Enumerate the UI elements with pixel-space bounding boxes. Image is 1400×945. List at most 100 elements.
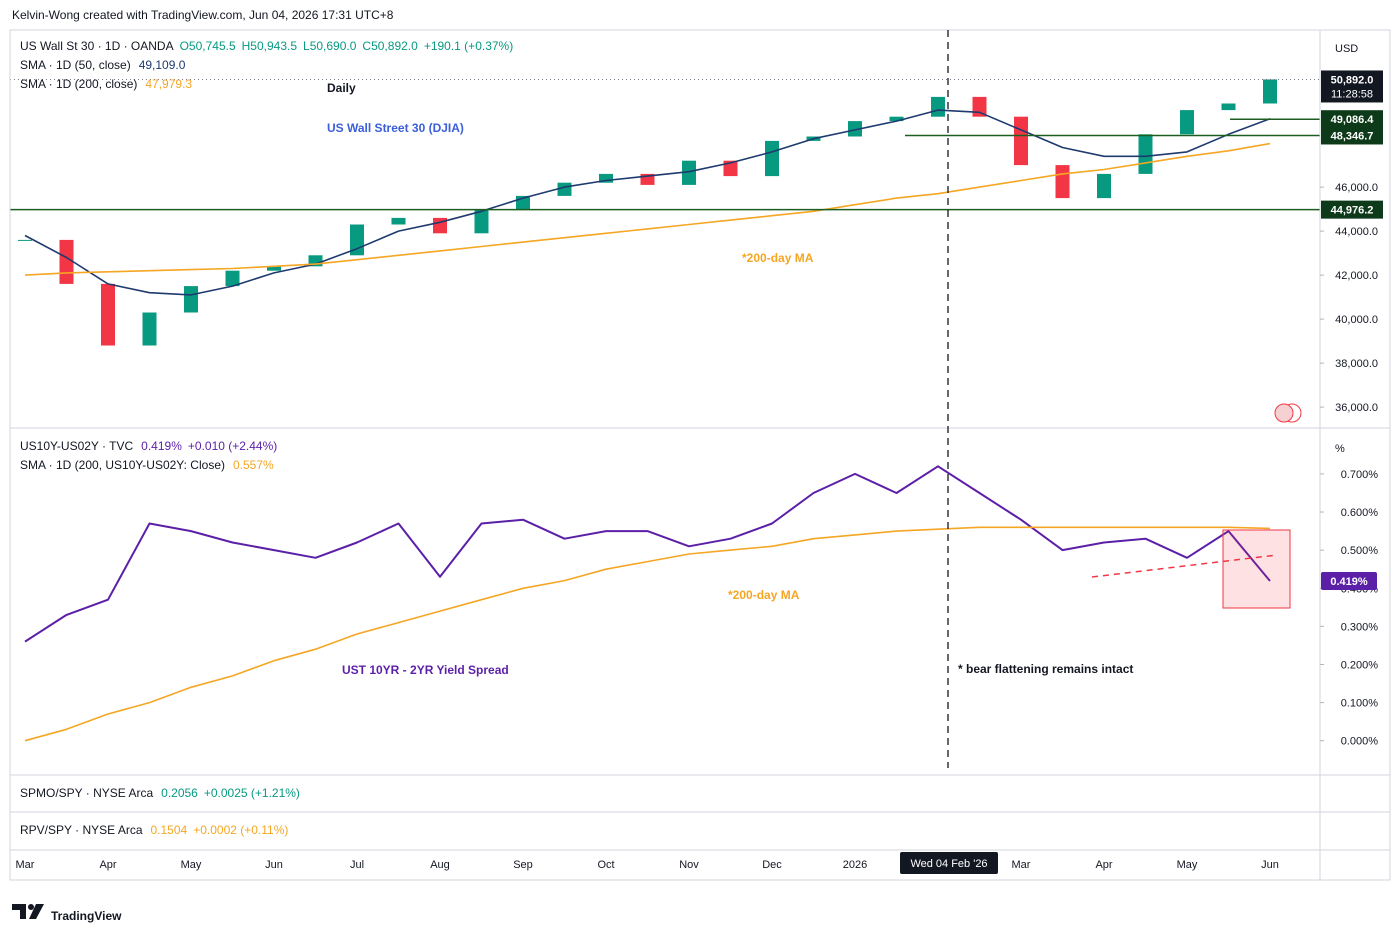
candle bbox=[267, 266, 281, 271]
last-value-label: 0.419% bbox=[1330, 576, 1368, 588]
countdown: 11:28:58 bbox=[1331, 88, 1373, 100]
x-tick-label: Mar bbox=[16, 859, 35, 871]
legend-value: +0.010 (+2.44%) bbox=[188, 439, 277, 453]
flag-icon bbox=[1274, 403, 1302, 423]
x-tick-label: May bbox=[1177, 859, 1198, 871]
y-tick-label: 0.600% bbox=[1341, 507, 1379, 519]
candle bbox=[723, 160, 738, 177]
legend: RPV/SPY · NYSE Arca 0.1504 +0.0002 (+0.11%… bbox=[20, 823, 288, 837]
candle bbox=[682, 160, 696, 185]
legend-value: 0.2056 bbox=[161, 786, 198, 800]
x-tick-label: Mar bbox=[1012, 859, 1031, 871]
x-tick-label: Nov bbox=[679, 859, 699, 871]
logo-text: TradingView bbox=[51, 909, 122, 923]
candle bbox=[225, 270, 240, 287]
y-tick-label: 36,000.0 bbox=[1335, 402, 1378, 414]
legend-name: US10Y-US02Y · TVC bbox=[20, 439, 134, 453]
x-tick-label: Jun bbox=[265, 859, 283, 871]
legend-value: 0.557% bbox=[233, 458, 274, 472]
candle bbox=[931, 96, 945, 117]
candle bbox=[101, 283, 115, 346]
candle bbox=[640, 173, 655, 185]
candle bbox=[59, 239, 74, 284]
last-price-label: 50,892.0 bbox=[1331, 74, 1374, 86]
line-series bbox=[24, 142, 1271, 276]
candle bbox=[474, 209, 489, 234]
candle bbox=[391, 217, 406, 225]
candle bbox=[1055, 165, 1070, 199]
legend-value: O50,745.5 bbox=[180, 39, 236, 53]
chart-title: UST 10YR - 2YR Yield Spread bbox=[342, 663, 509, 677]
legend-value: L50,690.0 bbox=[303, 39, 357, 53]
candle bbox=[599, 173, 613, 183]
x-tick-label: 2026 bbox=[843, 859, 867, 871]
candle bbox=[1221, 103, 1236, 111]
legend: SPMO/SPY · NYSE Arca 0.2056 +0.0025 (+1.21… bbox=[20, 786, 300, 800]
legend-value: +0.0025 (+1.21%) bbox=[204, 786, 300, 800]
y-tick-label: 44,000.0 bbox=[1335, 226, 1378, 238]
chart-title: Daily bbox=[327, 81, 356, 95]
y-tick-label: 0.300% bbox=[1341, 621, 1379, 633]
legend-name: SMA · 1D (200, close) bbox=[20, 77, 137, 91]
legend-name: RPV/SPY · NYSE Arca bbox=[20, 823, 143, 837]
crosshair-label-bg bbox=[900, 852, 998, 874]
legend: SMA · 1D (200, close) 47,979.3 bbox=[20, 77, 192, 91]
legend: US Wall St 30 · 1D · OANDA O50,745.5 H50,9… bbox=[20, 39, 513, 53]
price-label-bg bbox=[1321, 126, 1383, 145]
x-tick-label: May bbox=[181, 859, 202, 871]
line-series bbox=[24, 465, 1271, 643]
y-tick-label: 0.200% bbox=[1341, 659, 1379, 671]
crosshair-label: Wed 04 Feb '26 bbox=[910, 858, 987, 870]
x-tick-label: Sep bbox=[513, 859, 533, 871]
price-label: 49,086.4 bbox=[1331, 114, 1375, 126]
line-series bbox=[24, 109, 1271, 296]
candle bbox=[142, 312, 157, 346]
y-tick-label: 38,000.0 bbox=[1335, 358, 1378, 370]
legend-name: SMA · 1D (50, close) bbox=[20, 58, 131, 72]
price-label: 44,976.2 bbox=[1331, 205, 1374, 217]
y-tick-label: 0.000% bbox=[1341, 736, 1379, 748]
candle bbox=[1014, 116, 1028, 166]
price-label: 48,346.7 bbox=[1331, 130, 1374, 142]
candle bbox=[557, 182, 572, 196]
candle bbox=[184, 286, 198, 313]
legend-value: 0.1504 bbox=[151, 823, 188, 837]
candle bbox=[889, 116, 904, 122]
y-tick-label: 46,000.0 bbox=[1335, 182, 1378, 194]
legend-name: US Wall St 30 · 1D · OANDA bbox=[20, 39, 174, 53]
legend-value: C50,892.0 bbox=[362, 39, 418, 53]
highlight-box bbox=[1222, 529, 1291, 609]
trendline bbox=[1091, 554, 1278, 578]
legend-value: H50,943.5 bbox=[242, 39, 298, 53]
last-value-bg bbox=[1321, 572, 1377, 591]
legend-value: 47,979.3 bbox=[145, 77, 192, 91]
legend-name: SMA · 1D (200, US10Y-US02Y: Close) bbox=[20, 458, 225, 472]
legend-value: +0.0002 (+0.11%) bbox=[193, 823, 288, 837]
x-tick-label: Jun bbox=[1261, 859, 1279, 871]
x-tick-label: Apr bbox=[99, 859, 116, 871]
annotation: * bear flattening remains intact bbox=[958, 662, 1133, 676]
y-tick-label: 0.500% bbox=[1341, 545, 1379, 557]
price-label-bg bbox=[1321, 110, 1383, 129]
candle bbox=[1097, 173, 1111, 199]
candle bbox=[18, 239, 32, 241]
price-label-bg bbox=[1321, 200, 1383, 219]
y-tick-label: 40,000.0 bbox=[1335, 314, 1378, 326]
candle bbox=[1138, 134, 1153, 174]
legend: SMA · 1D (200, US10Y-US02Y: Close) 0.557% bbox=[20, 458, 274, 472]
legend: US10Y-US02Y · TVC 0.419% +0.010 (+2.44%) bbox=[20, 439, 277, 453]
axis-unit: USD bbox=[1335, 43, 1358, 55]
frame bbox=[9, 29, 1391, 881]
credit: Kelvin-Wong created with TradingView.com… bbox=[12, 8, 394, 22]
plot-layer bbox=[10, 78, 1320, 742]
legend-name: SPMO/SPY · NYSE Arca bbox=[20, 786, 153, 800]
x-tick-label: Oct bbox=[597, 859, 614, 871]
y-tick-label: 42,000.0 bbox=[1335, 270, 1378, 282]
logo: TradingView bbox=[12, 904, 122, 923]
last-price-bg bbox=[1321, 70, 1383, 103]
chart-subtitle: US Wall Street 30 (DJIA) bbox=[327, 121, 464, 135]
line-series bbox=[24, 526, 1271, 742]
x-tick-label: Dec bbox=[762, 859, 782, 871]
